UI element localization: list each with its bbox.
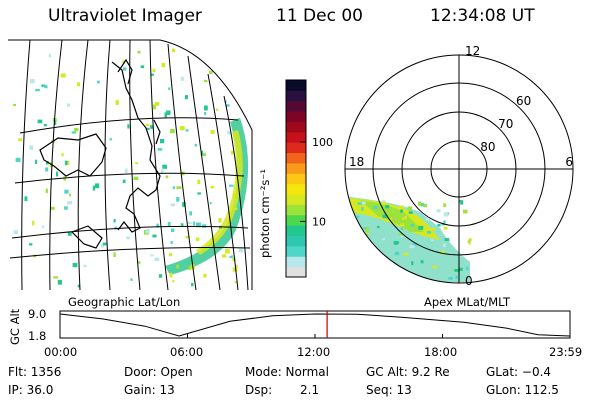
geographic-caption: Geographic Lat/Lon	[68, 295, 181, 309]
dayglow-speckle	[13, 45, 244, 288]
aurora-band-geo-inner	[196, 130, 243, 255]
colorbar-swatch	[286, 90, 306, 102]
apex-caption: Apex MLat/MLT	[424, 295, 511, 309]
geo-latitude: GLat: −0.4	[486, 365, 552, 379]
colorbar-tick-label: 100	[312, 136, 333, 149]
colorbar-swatch	[286, 245, 306, 257]
aurora-band-geo	[165, 118, 249, 275]
timeline-xtick-3: 18:00	[424, 345, 458, 359]
colorbar-tick-label: 10	[312, 215, 326, 228]
gc-altitude: GC Alt: 9.2 Re	[366, 365, 450, 379]
colorbar-swatch	[286, 142, 306, 154]
colorbar-swatch	[286, 256, 306, 268]
date-label: 11 Dec 00	[276, 6, 363, 26]
colorbar-swatch	[286, 152, 306, 164]
mlat-label: 70	[498, 117, 513, 131]
colorbar-swatch	[286, 225, 306, 237]
timeline-xtick-4: 23:59	[549, 345, 583, 359]
colorbar-swatch	[286, 173, 306, 185]
timeline-ytick-bottom: 1.8	[28, 329, 47, 343]
timeline-xtick-1: 06:00	[170, 345, 204, 359]
coastlines	[39, 58, 161, 249]
polar-grid	[344, 54, 574, 284]
dsp-label: Dsp:	[245, 383, 273, 397]
colorbar-swatch	[286, 204, 306, 216]
timeline-xtick-2: 12:00	[297, 345, 331, 359]
timeline-ylabel: GC Alt	[8, 308, 22, 345]
colorbar-swatch	[286, 214, 306, 226]
mlt-label: 6	[565, 155, 573, 169]
flight-number: Flt: 1356	[8, 365, 62, 379]
sequence-number: Seq: 13	[366, 383, 412, 397]
colorbar-swatch	[286, 80, 306, 91]
colorbar-swatch	[286, 183, 306, 195]
latlon-grid	[9, 40, 251, 290]
door-status: Door: Open	[124, 365, 193, 379]
mlat-label: 60	[516, 94, 531, 108]
timeline-ytick-top: 9.0	[28, 307, 47, 321]
mlt-label: 12	[465, 44, 480, 58]
gain-value: Gain: 13	[124, 383, 175, 397]
mode-status: Mode: Normal	[245, 365, 329, 379]
colorbar-swatch	[286, 131, 306, 143]
mlt-label: 18	[349, 155, 364, 169]
instrument-title: Ultraviolet Imager	[48, 6, 202, 26]
mlat-label: 80	[480, 140, 495, 154]
colorbar-swatch	[286, 100, 306, 112]
colorbar-swatch	[286, 266, 306, 278]
altitude-curve	[59, 313, 570, 337]
colorbar-swatch	[286, 111, 306, 122]
mlt-label: 0	[465, 274, 473, 288]
colorbar-swatch	[286, 162, 306, 174]
globe-limb	[8, 39, 253, 290]
ip-value: IP: 36.0	[8, 383, 54, 397]
colorbar-swatch	[286, 194, 306, 205]
geo-longitude: GLon: 112.5	[486, 383, 559, 397]
colorbar-swatch	[286, 235, 306, 247]
time-label: 12:34:08 UT	[430, 6, 535, 26]
timeline-xtick-0: 00:00	[44, 345, 78, 359]
dsp-value: 2.1	[300, 383, 320, 397]
colorbar-swatch	[286, 121, 306, 133]
